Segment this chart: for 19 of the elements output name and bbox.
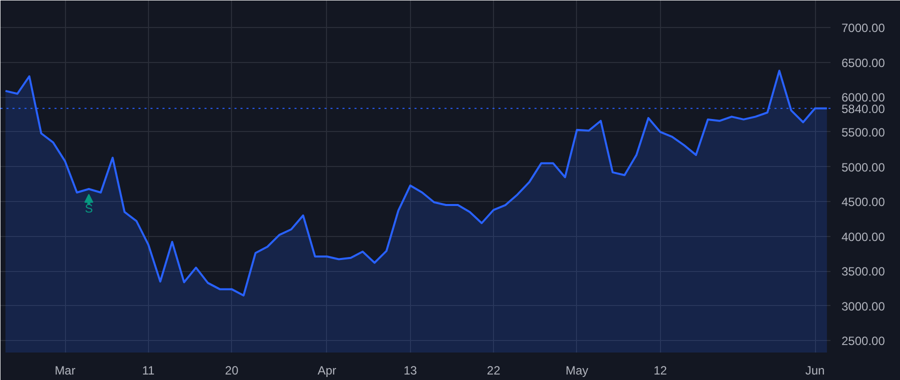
annotation: S bbox=[84, 201, 93, 216]
x-tick-label: May bbox=[566, 364, 588, 378]
y-tick-label: 4000.00 bbox=[842, 230, 886, 244]
x-tick-label: 12 bbox=[654, 364, 668, 378]
y-tick-label: 4500.00 bbox=[842, 195, 886, 210]
x-tick-label: 22 bbox=[486, 364, 501, 378]
x-tick-label: 20 bbox=[225, 364, 239, 378]
y-tick-label: 5000.00 bbox=[842, 160, 886, 174]
y-tick-label: 3500.00 bbox=[842, 264, 886, 279]
x-tick-label: Mar bbox=[54, 364, 76, 378]
y-tick-label: 5500.00 bbox=[842, 125, 886, 140]
x-tick-label: Apr bbox=[318, 364, 336, 378]
x-tick-label: 11 bbox=[142, 364, 155, 378]
y-tick-label: 6500.00 bbox=[842, 56, 886, 70]
x-tick-label: 13 bbox=[404, 364, 418, 378]
x-tick-label: Jun bbox=[805, 364, 825, 378]
y-tick-label: 7000.00 bbox=[842, 21, 886, 36]
y-tick-label: 2500.00 bbox=[842, 334, 886, 348]
y-tick-label: 3000.00 bbox=[842, 299, 886, 314]
